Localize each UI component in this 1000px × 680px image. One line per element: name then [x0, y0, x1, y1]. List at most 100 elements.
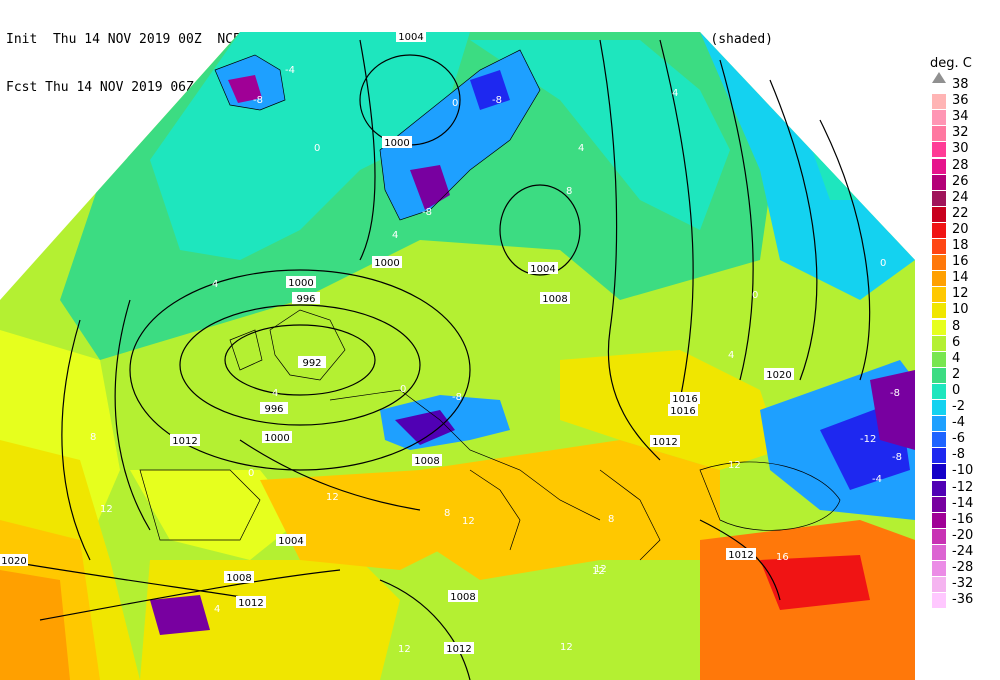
- dew-label: -8: [422, 207, 432, 218]
- legend-label: -8: [952, 447, 965, 463]
- isobar-label: 1012: [170, 434, 200, 447]
- isobar-label: 1004: [276, 534, 306, 547]
- svg-text:1008: 1008: [450, 592, 475, 603]
- isobar-label: 1008: [448, 590, 478, 603]
- dew-point-labels: -4 -8 0 0 4 4 -8 -8 4 8 4 0 4 12 8 12 0 …: [90, 65, 902, 655]
- isobar-label: 1008: [224, 571, 254, 584]
- legend-label: 30: [952, 141, 969, 157]
- legend-label: 16: [952, 254, 969, 270]
- dew-label: 4: [578, 143, 584, 154]
- svg-text:996: 996: [264, 404, 283, 415]
- isobar-label: 1012: [444, 642, 474, 655]
- dew-label: 12: [100, 504, 113, 515]
- isobar-label: 1008: [540, 292, 570, 305]
- isobar-label: 1000: [286, 276, 316, 289]
- svg-text:1020: 1020: [1, 556, 26, 567]
- dew-label: 0: [400, 384, 406, 395]
- legend-label: 32: [952, 125, 969, 141]
- isobar-label: 1012: [726, 548, 756, 561]
- legend-swatch: [932, 319, 946, 335]
- legend-swatch: [932, 94, 946, 110]
- svg-text:1000: 1000: [288, 278, 313, 289]
- dew-label: -8: [452, 392, 462, 403]
- legend-label: -12: [952, 479, 974, 495]
- svg-text:1012: 1012: [728, 550, 753, 561]
- legend-label: 26: [952, 173, 969, 189]
- legend-label: -36: [952, 592, 974, 608]
- legend-label: 12: [952, 286, 969, 302]
- legend-swatch: [932, 528, 946, 544]
- svg-text:1016: 1016: [670, 406, 695, 417]
- dew-label: 0: [752, 290, 758, 301]
- isobar-label: 1012: [236, 596, 266, 609]
- legend-label: 22: [952, 205, 969, 221]
- legend-swatch: [932, 142, 946, 158]
- legend-label: -20: [952, 527, 974, 543]
- legend-swatch: [932, 206, 946, 222]
- dew-label: 0: [314, 143, 320, 154]
- dew-label: 12: [326, 492, 339, 503]
- dew-label: -8: [892, 452, 902, 463]
- legend-swatch: [932, 190, 946, 206]
- legend-swatch: [932, 303, 946, 319]
- legend-swatch: [932, 432, 946, 448]
- legend-swatch: [932, 593, 946, 609]
- svg-text:1004: 1004: [530, 264, 555, 275]
- legend-label: 0: [952, 382, 961, 398]
- legend-swatch: [932, 126, 946, 142]
- legend-label: -10: [952, 463, 974, 479]
- legend-swatch: [932, 512, 946, 528]
- svg-text:1012: 1012: [238, 598, 263, 609]
- isobar-label: 1020: [0, 554, 28, 567]
- legend-swatch: [932, 287, 946, 303]
- legend-label: 8: [952, 318, 961, 334]
- legend-swatch: [932, 544, 946, 560]
- dew-label: 4: [392, 230, 398, 241]
- dew-label: 0: [880, 258, 886, 269]
- isobar-label: 992: [298, 356, 326, 369]
- isobar-label: 1020: [764, 368, 794, 381]
- dew-label: 12: [462, 516, 475, 527]
- legend-label: 6: [952, 334, 961, 350]
- dew-label: 4: [212, 279, 218, 290]
- dew-label: -8: [492, 95, 502, 106]
- legend-swatch: [932, 416, 946, 432]
- legend-label: -28: [952, 560, 974, 575]
- dew-label: 0: [248, 468, 254, 479]
- legend-swatch: [932, 222, 946, 238]
- legend-label: 20: [952, 221, 969, 237]
- svg-text:1004: 1004: [278, 536, 303, 547]
- legend-label: 24: [952, 189, 969, 205]
- dew-label: -12: [860, 434, 876, 445]
- svg-text:996: 996: [296, 294, 315, 305]
- legend-swatch: [932, 561, 946, 576]
- legend-swatch: [932, 110, 946, 126]
- svg-text:1012: 1012: [446, 644, 471, 655]
- isobar-label: 1004: [528, 262, 558, 275]
- dew-label: 8: [566, 186, 572, 197]
- legend-swatch: [932, 174, 946, 190]
- isobar-label: 1000: [382, 136, 412, 149]
- svg-text:1008: 1008: [542, 294, 567, 305]
- legend-label: 10: [952, 302, 969, 318]
- svg-text:992: 992: [302, 358, 321, 369]
- dew-point-field: [0, 32, 915, 680]
- isobar-lines: [0, 39, 871, 680]
- dew-label: 12: [592, 566, 605, 577]
- legend-swatch: [932, 255, 946, 271]
- isobar-label: 1012: [650, 435, 680, 448]
- legend-top-triangle-icon: [932, 72, 946, 83]
- dew-label: 12: [594, 564, 607, 575]
- legend-label: 14: [952, 270, 969, 286]
- legend-label: 18: [952, 238, 969, 253]
- legend-label: -32: [952, 576, 974, 592]
- isobar-label: 1004: [396, 32, 426, 43]
- legend-label: 4: [952, 350, 961, 366]
- legend-label: -6: [952, 431, 965, 447]
- legend-swatch: [932, 577, 946, 593]
- dew-label: 12: [728, 460, 741, 471]
- isobar-label: 996: [260, 402, 288, 415]
- isobar-label: 996: [292, 292, 320, 305]
- svg-text:1012: 1012: [652, 437, 677, 448]
- legend-swatch: [932, 480, 946, 496]
